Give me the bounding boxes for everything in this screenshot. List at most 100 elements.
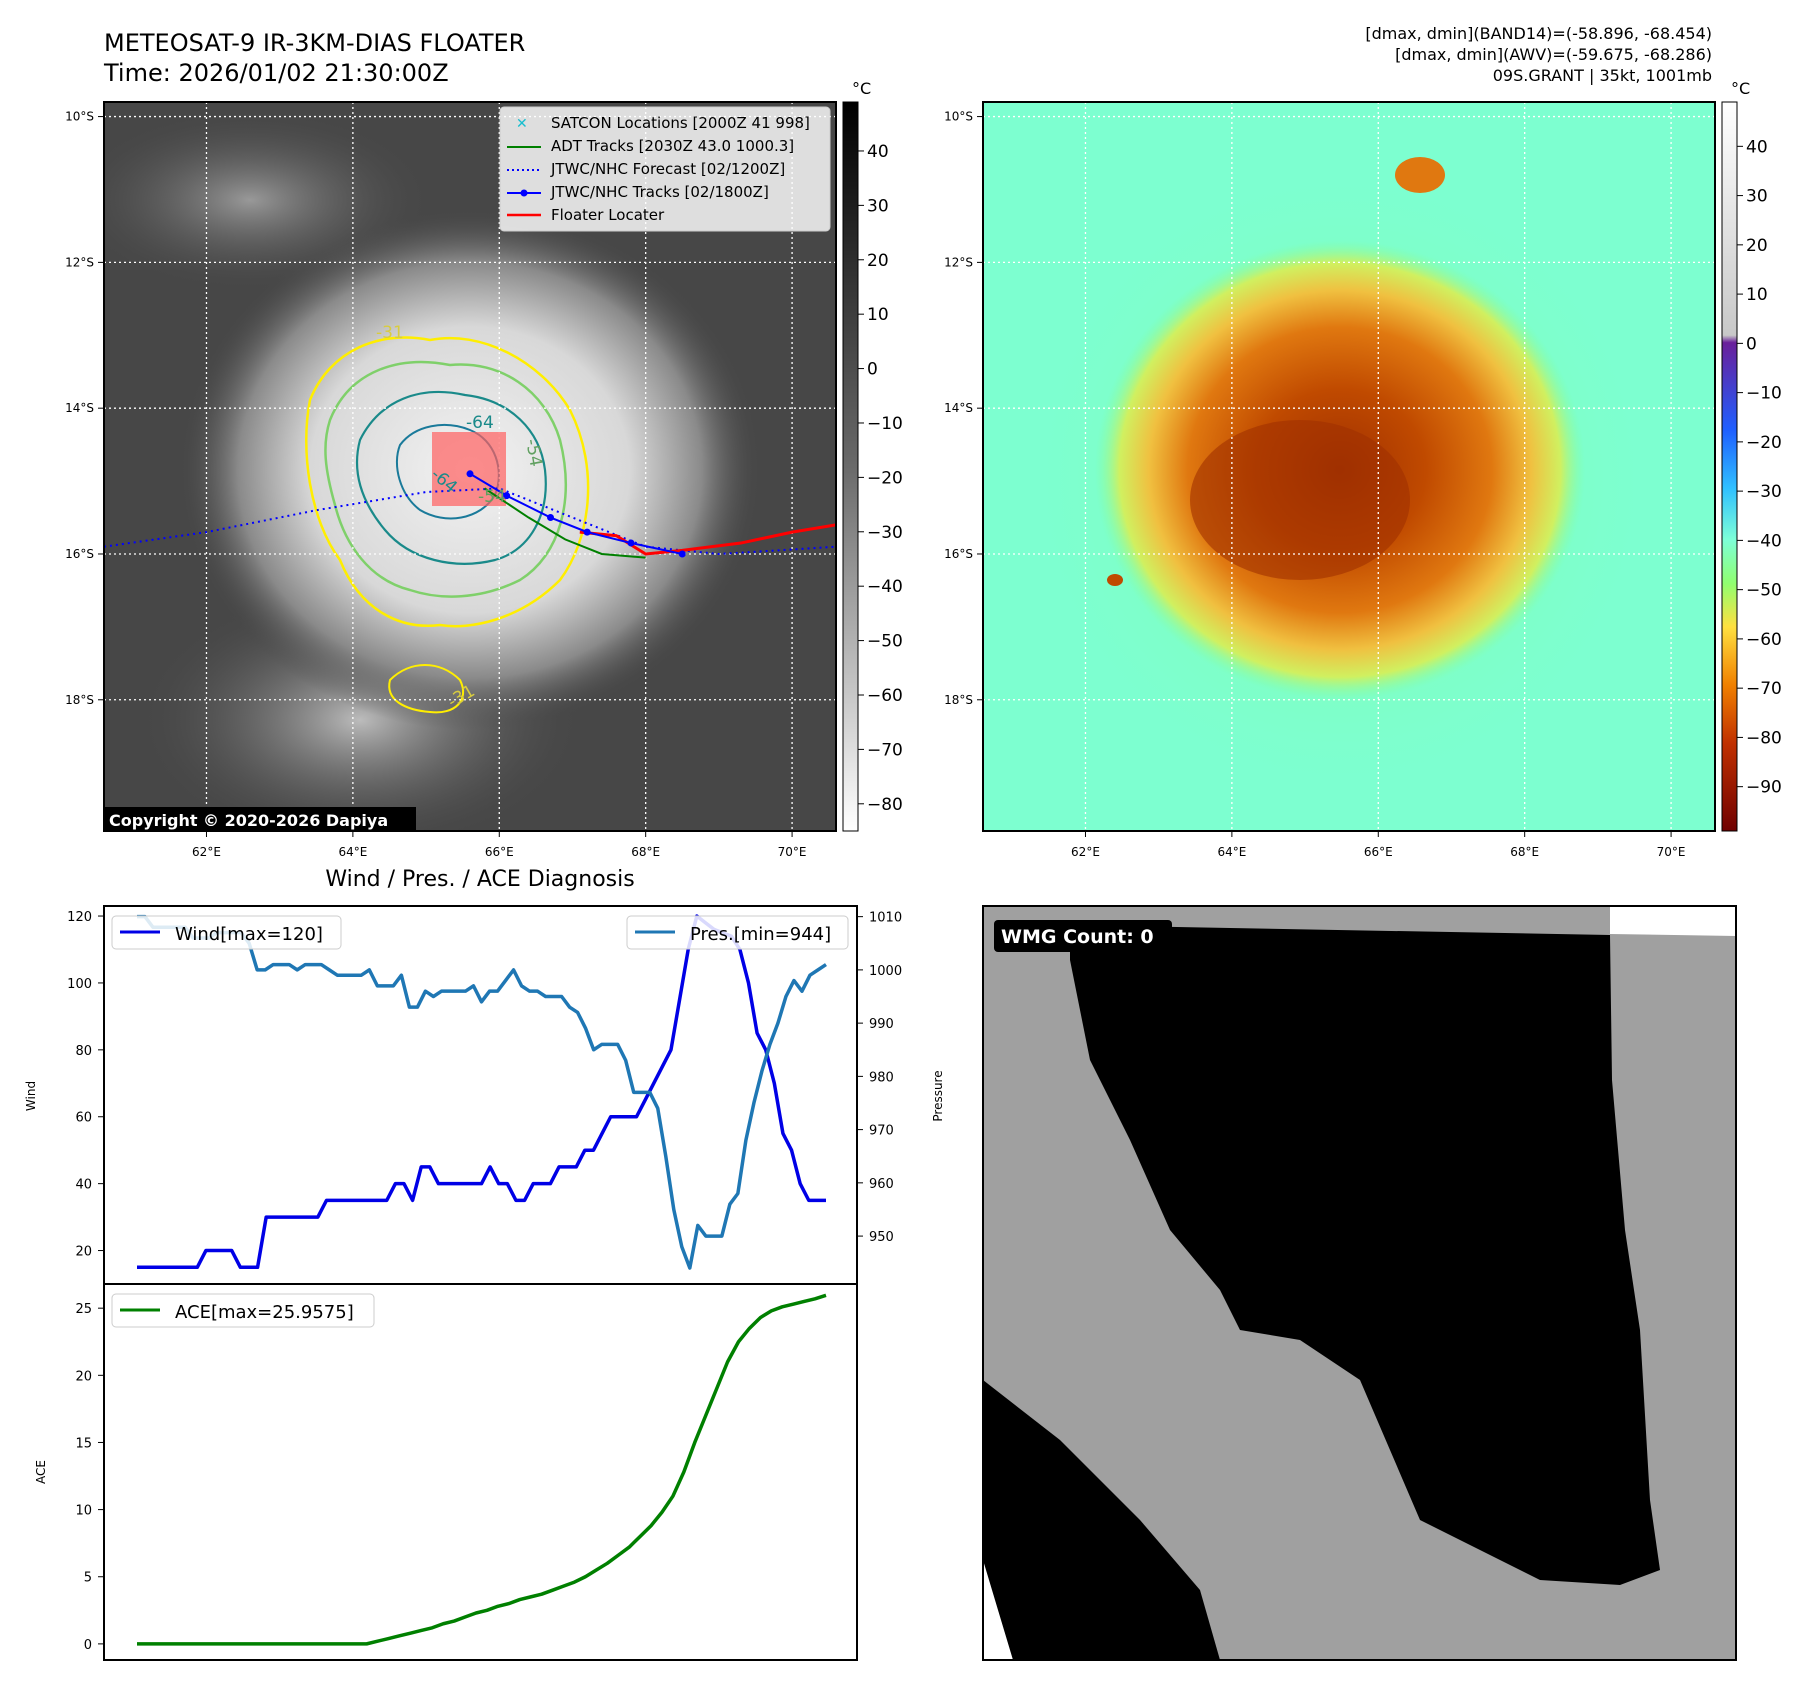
pressure-ylabel: Pressure — [931, 1070, 945, 1121]
legend-item-tracks: JTWC/NHC Tracks [02/1800Z] — [507, 183, 769, 201]
wind-tick-label: 80 — [75, 1044, 92, 1059]
colorbar-tick-label: −70 — [867, 740, 903, 760]
legend-label-tracks: JTWC/NHC Tracks [02/1800Z] — [550, 183, 769, 201]
figure-time: Time: 2026/01/02 21:30:00Z — [103, 59, 449, 87]
wind-tick-label: 120 — [67, 910, 92, 925]
ace-legend: ACE[max=25.9575] — [111, 1293, 375, 1328]
tick-label-lat: 12°S — [944, 255, 973, 269]
stats-line-3: 09S.GRANT | 35kt, 1001mb — [1493, 66, 1712, 85]
wmg-cold-region-southwest — [983, 1380, 1220, 1660]
wmg-white-corner-ne — [1610, 906, 1736, 936]
colorbar-tick-label: −80 — [1746, 728, 1782, 748]
colorbar-tick-label: 20 — [1746, 236, 1768, 256]
tick-label-lon: 68°E — [1510, 845, 1539, 859]
colorbar-tick-label: −30 — [1746, 482, 1782, 502]
contour-green — [324, 360, 567, 598]
ace-tick-label: 20 — [75, 1369, 92, 1384]
tick-label-lat: 18°S — [65, 693, 94, 707]
colorbar-tick-label: 10 — [867, 305, 889, 325]
colorbar-tick-label: −70 — [1746, 679, 1782, 699]
wind-legend-box — [111, 915, 342, 950]
colorbar-tick-label: 30 — [867, 196, 889, 216]
contour-yellow — [305, 336, 590, 628]
color-axis-ticks: 62°E 64°E 66°E 68°E 70°E 10°S 12°S 14°S 16°S 18°S — [944, 110, 1685, 859]
color-colorbar: °C 40 30 20 10 0 −10 −20 −30 −40 −50 −60 −70 −80 −90 — [1721, 79, 1782, 832]
colorbar-tick-label: −90 — [1746, 778, 1782, 798]
contour-teal — [355, 390, 547, 565]
tick-label-lon: 68°E — [631, 845, 660, 859]
tick-label-lat: 10°S — [944, 110, 973, 124]
colorbar-tick-label: −80 — [867, 795, 903, 815]
map-legend: ✕ SATCON Locations [2000Z 41 998] ADT Tr… — [499, 106, 831, 232]
color-map-panel: 62°E 64°E 66°E 68°E 70°E 10°S 12°S 14°S 16°S 18°S — [944, 101, 1716, 859]
legend-item-forecast: JTWC/NHC Forecast [02/1200Z] — [507, 160, 785, 178]
jtwc-track-point — [466, 470, 474, 478]
diagnosis-title: Wind / Pres. / ACE Diagnosis — [325, 867, 634, 892]
legend-box — [499, 106, 831, 232]
colorbar-tick-label: −10 — [867, 414, 903, 434]
color-storm-core — [1190, 420, 1410, 580]
ace-tick-label: 0 — [84, 1638, 92, 1653]
pressure-legend-label: Pres.[min=944] — [690, 924, 831, 945]
ace-legend-box — [111, 1293, 375, 1328]
wind-legend: Wind[max=120] — [111, 915, 342, 950]
tick-label-lon: 62°E — [192, 845, 221, 859]
figure-title: METEOSAT-9 IR-3KM-DIAS FLOATER — [104, 29, 525, 57]
color-colorbar-unit: °C — [1731, 79, 1750, 98]
color-colorbar-ticks: 40 30 20 10 0 −10 −20 −30 −40 −50 −60 −70 −80 −90 — [1737, 137, 1782, 798]
colorbar-tick-label: −20 — [1746, 433, 1782, 453]
colorbar-tick-label: 10 — [1746, 285, 1768, 305]
colorbar-tick-label: −60 — [867, 686, 903, 706]
colorbar-tick-label: −50 — [1746, 581, 1782, 601]
colorbar-tick-label: 0 — [1746, 334, 1757, 354]
ir-colorbar: °C 40 30 20 10 0 −10 −20 −30 −40 −50 −60 −70 −80 — [842, 79, 903, 832]
pressure-tick-label: 1000 — [869, 964, 902, 979]
jtwc-track-point — [627, 539, 635, 547]
pressure-tick-label: 960 — [869, 1177, 894, 1192]
tick-label-lat: 14°S — [65, 401, 94, 415]
pressure-tick-label: 1010 — [869, 911, 902, 926]
wind-ylabel: Wind — [24, 1081, 38, 1111]
ace-line — [137, 1293, 827, 1646]
tick-label-lat: 12°S — [65, 255, 94, 269]
ace-tick-label: 15 — [75, 1436, 92, 1451]
legend-label-adt: ADT Tracks [2030Z 43.0 1000.3] — [551, 137, 794, 155]
contour-label-5: -54 — [478, 487, 506, 507]
jtwc-track-point — [503, 492, 511, 500]
ir-colorbar-gradient — [842, 101, 859, 832]
wind-tick-label: 20 — [75, 1245, 92, 1260]
tick-label-lon: 66°E — [1364, 845, 1393, 859]
jtwc-track-point — [678, 550, 686, 558]
wind-tick-label: 100 — [67, 977, 92, 992]
jtwc-track-point — [583, 528, 591, 536]
stats-line-1: [dmax, dmin](BAND14)=(-58.896, -68.454) — [1365, 24, 1712, 43]
legend-label-forecast: JTWC/NHC Forecast [02/1200Z] — [550, 160, 785, 178]
colorbar-tick-label: −40 — [1746, 531, 1782, 551]
forecast-track — [104, 487, 836, 555]
wmg-frame — [982, 905, 1737, 1661]
contour-label-1: -31 — [376, 323, 404, 343]
tick-label-lat: 14°S — [944, 401, 973, 415]
legend-item-adt: ADT Tracks [2030Z 43.0 1000.3] — [507, 137, 794, 155]
wind-pressure-ticks: 20 40 60 80 100 120 950 960 970 980 990 1000 1010 — [67, 910, 902, 1260]
ace-tick-label: 5 — [84, 1571, 92, 1586]
stats-line-2: [dmax, dmin](AWV)=(-59.675, -68.286) — [1395, 45, 1712, 64]
wmg-label-badge — [994, 920, 1172, 952]
color-map-frame — [982, 101, 1716, 832]
ir-map-panel: -31 -54 -64 -64 -54 -31 62°E 64°E 66°E 68°E… — [65, 101, 837, 859]
colorbar-tick-label: −10 — [1746, 384, 1782, 404]
tracks-dot-icon — [520, 189, 528, 197]
ace-ylabel: ACE — [34, 1460, 48, 1484]
wind-legend-label: Wind[max=120] — [175, 924, 323, 945]
ace-tick-label: 10 — [75, 1504, 92, 1519]
legend-label-satcon: SATCON Locations [2000Z 41 998] — [551, 114, 810, 132]
contour-yellow-south — [388, 664, 465, 714]
colorbar-tick-label: −20 — [867, 468, 903, 488]
pressure-tick-label: 950 — [869, 1230, 894, 1245]
tick-label-lon: 70°E — [1657, 845, 1686, 859]
tick-label-lat: 18°S — [944, 693, 973, 707]
contour-label-2: -54 — [521, 437, 546, 468]
pressure-tick-label: 970 — [869, 1124, 894, 1139]
storm-tracks — [104, 470, 836, 559]
floater-track — [579, 523, 836, 556]
